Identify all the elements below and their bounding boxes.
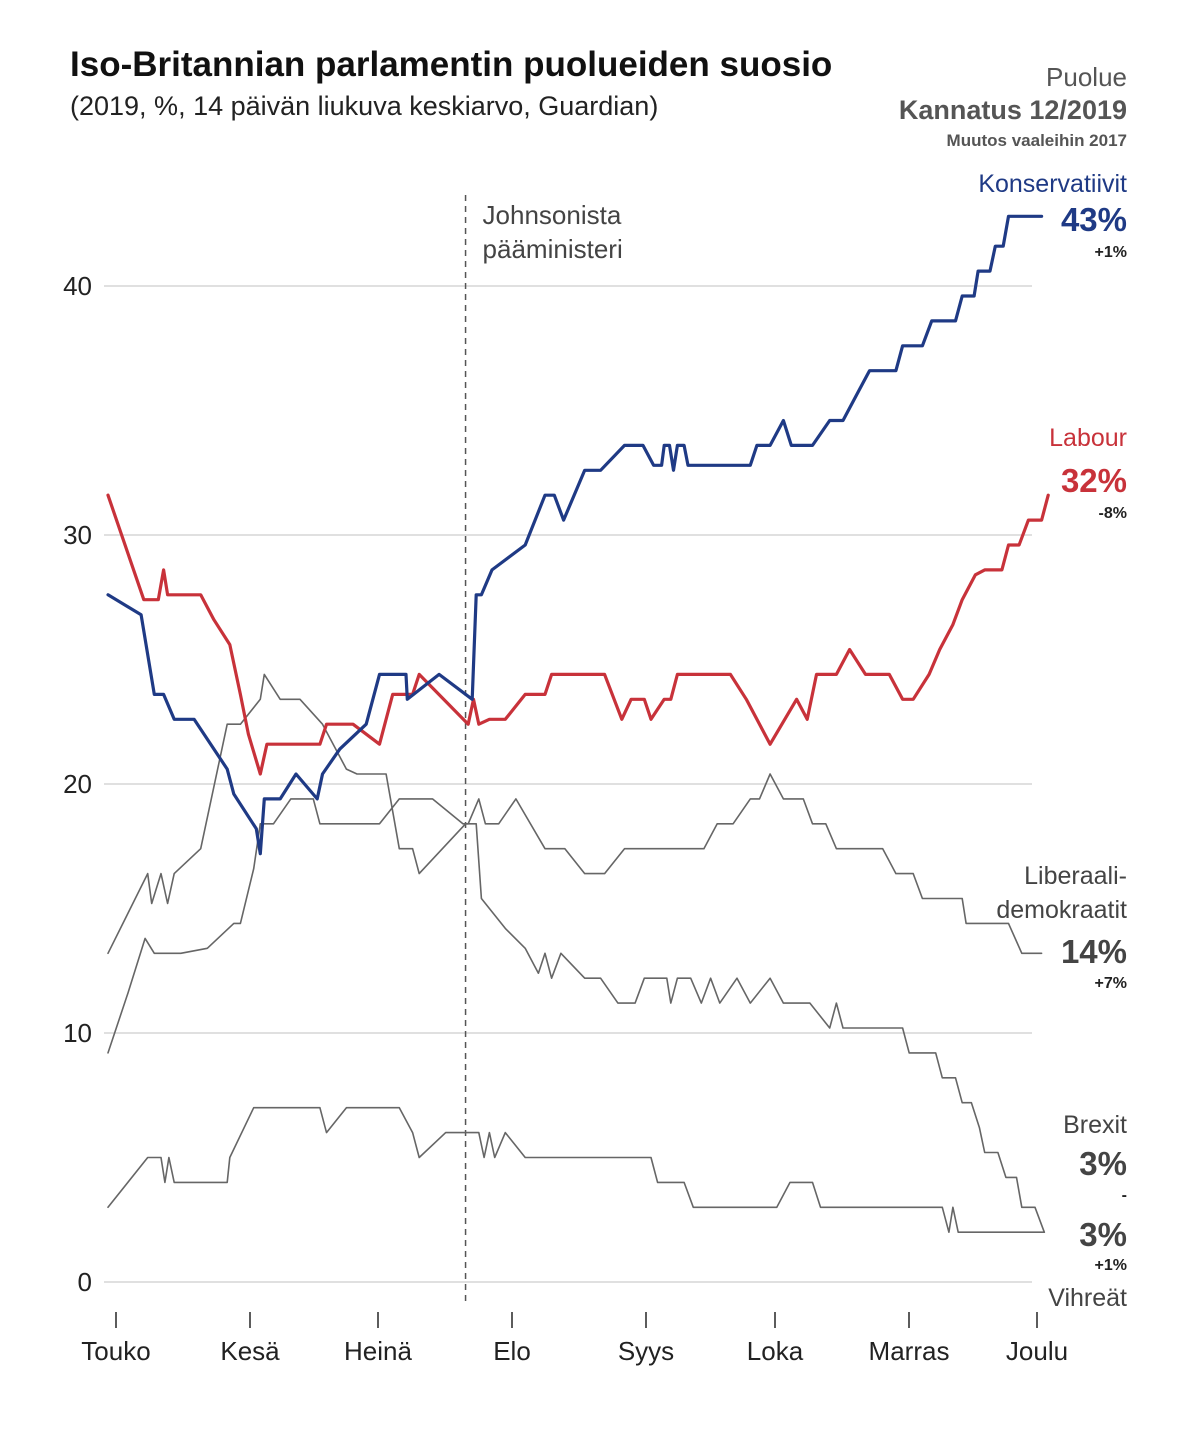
series-line-labour (106, 493, 1050, 776)
y-tick-label-40: 40 (63, 271, 92, 301)
series-line-brexit (107, 673, 1046, 1233)
label-name-liberaalidemokraatit-1: demokraatit (996, 896, 1127, 924)
x-tick-label-joulu: Joulu (1006, 1336, 1068, 1366)
annotation-label-line1: Johnsonista (483, 200, 622, 230)
x-axis: Touko Kesä Heinä Elo Syys Loka Marras Joulu (81, 1312, 1068, 1366)
annotation-label-line2: pääministeri (483, 234, 623, 264)
label-value-konservatiivit: 43% (1061, 201, 1127, 238)
legend-header-party: Puolue (1046, 62, 1127, 92)
label-name-liberaalidemokraatit-0: Liberaali- (1024, 862, 1127, 890)
label-value-liberaalidemokraatit: 14% (1061, 933, 1127, 970)
legend-header-change: Muutos vaaleihin 2017 (947, 131, 1127, 150)
x-tick-label-touko: Touko (81, 1336, 150, 1366)
chart-title: Iso-Britannian parlamentin puolueiden su… (70, 45, 832, 84)
label-value-labour: 32% (1061, 462, 1127, 499)
label-change-labour: -8% (1099, 505, 1127, 522)
annotation-layer: Johnsonista pääministeri (464, 195, 623, 1305)
y-tick-label-10: 10 (63, 1018, 92, 1048)
x-tick-label-loka: Loka (747, 1336, 804, 1366)
series-line-liberaalidemokraatit (107, 773, 1043, 1054)
legend-header-support: Kannatus 12/2019 (899, 95, 1127, 125)
x-tick-label-elo: Elo (493, 1336, 531, 1366)
y-tick-label-20: 20 (63, 769, 92, 799)
x-tick-label-kesä: Kesä (220, 1336, 280, 1366)
label-change-vihreät: +1% (1095, 1257, 1127, 1274)
label-change-liberaalidemokraatit: +7% (1095, 975, 1127, 992)
y-tick-label-30: 30 (63, 520, 92, 550)
label-value-brexit: 3% (1079, 1145, 1127, 1182)
label-name-konservatiivit-0: Konservatiivit (978, 170, 1127, 198)
x-tick-label-marras: Marras (869, 1336, 950, 1366)
label-name-brexit-0: Brexit (1063, 1111, 1127, 1139)
label-name-vihreät-0: Vihreät (1048, 1284, 1127, 1312)
series-layer (106, 214, 1050, 1233)
x-tick-label-syys: Syys (618, 1336, 674, 1366)
y-tick-label-0: 0 (78, 1267, 92, 1297)
grid-layer: 0 10 20 30 40 (63, 271, 1032, 1297)
chart-subtitle: (2019, %, 14 päivän liukuva keskiarvo, G… (70, 91, 658, 121)
series-line-konservatiivit (106, 214, 1044, 856)
label-value-vihreät: 3% (1079, 1216, 1127, 1253)
series-line-vihreät (107, 1106, 1046, 1233)
label-change-konservatiivit: +1% (1095, 244, 1127, 261)
x-tick-label-heinä: Heinä (344, 1336, 412, 1366)
label-change-brexit: - (1122, 1187, 1127, 1204)
series-labels: Konservatiivit 43% +1% Labour 32% -8% Liberaal… (978, 170, 1127, 1312)
label-name-labour-0: Labour (1049, 424, 1127, 452)
